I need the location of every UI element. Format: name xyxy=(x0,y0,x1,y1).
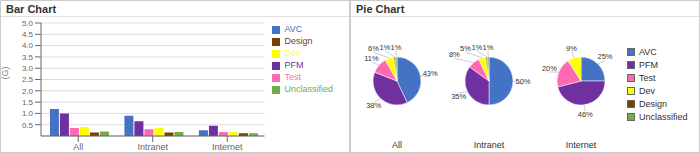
svg-text:1.0: 1.0 xyxy=(22,109,34,118)
html-text:Intranet: Intranet xyxy=(473,140,505,150)
html-text:Design: Design xyxy=(284,36,313,46)
svg-text:5%: 5% xyxy=(460,44,471,53)
html-text:Dev: Dev xyxy=(284,48,301,58)
svg-text:Internet: Internet xyxy=(212,142,243,152)
svg-text:1%: 1% xyxy=(483,43,494,52)
svg-text:1.5: 1.5 xyxy=(22,98,34,107)
svg-text:2.0: 2.0 xyxy=(22,87,34,96)
html-text:Pie Chart: Pie Chart xyxy=(356,3,405,15)
html-text:Internet: Internet xyxy=(565,140,597,150)
html-text:Design: Design xyxy=(639,99,667,109)
svg-text:4.0: 4.0 xyxy=(22,41,34,50)
html-text:Test: Test xyxy=(284,72,301,82)
svg-text:3.0: 3.0 xyxy=(22,64,34,73)
svg-text:46%: 46% xyxy=(578,110,593,119)
svg-text:8%: 8% xyxy=(449,50,460,59)
svg-text:1%: 1% xyxy=(391,43,402,52)
svg-text:3.5: 3.5 xyxy=(22,53,34,62)
html-text:Unclassified: Unclassified xyxy=(639,112,688,122)
svg-text:38%: 38% xyxy=(366,101,381,110)
html-text:PFM: PFM xyxy=(639,60,658,70)
svg-text:20%: 20% xyxy=(542,64,557,73)
svg-text:43%: 43% xyxy=(423,69,438,78)
svg-text:4.5: 4.5 xyxy=(22,30,34,39)
svg-text:6%: 6% xyxy=(368,44,379,53)
html-text:Dev: Dev xyxy=(639,86,655,96)
html-text:AVC: AVC xyxy=(284,24,303,34)
svg-text:1%: 1% xyxy=(471,43,482,52)
svg-text:All: All xyxy=(73,142,83,152)
svg-text:1%: 1% xyxy=(379,43,390,52)
svg-text:35%: 35% xyxy=(451,92,466,101)
html-text:All: All xyxy=(392,140,402,150)
html-text:Unclassified: Unclassified xyxy=(284,84,333,94)
html-text:AVC: AVC xyxy=(639,47,657,57)
svg-text:50%: 50% xyxy=(515,77,530,86)
svg-text:(G): (G) xyxy=(8,67,10,80)
svg-text:0.5: 0.5 xyxy=(22,121,34,130)
svg-text:11%: 11% xyxy=(364,54,379,63)
html-text:Bar Chart: Bar Chart xyxy=(6,3,57,15)
svg-text:9%: 9% xyxy=(566,44,577,53)
svg-text:Intranet: Intranet xyxy=(137,142,168,152)
html-text:Test: Test xyxy=(639,73,656,83)
svg-text:25%: 25% xyxy=(598,52,613,61)
html-text:PFM: PFM xyxy=(284,60,304,70)
svg-text:2.5: 2.5 xyxy=(22,75,34,84)
svg-text:5.0: 5.0 xyxy=(22,19,34,28)
